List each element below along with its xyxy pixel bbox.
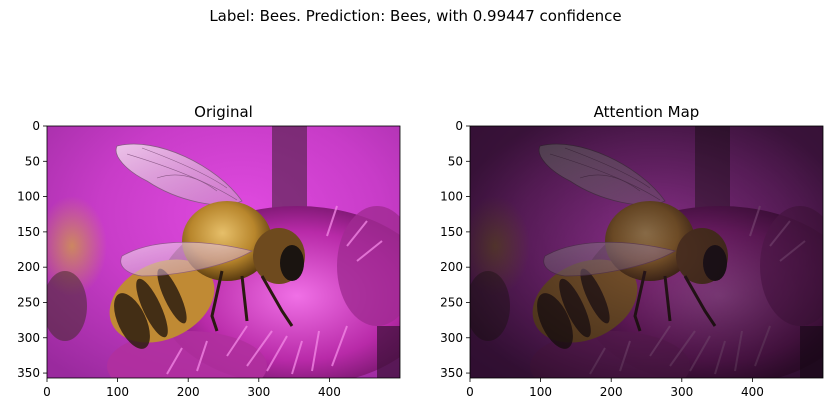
y-tick-label: 200 — [440, 260, 463, 274]
y-tick-label: 100 — [440, 190, 463, 204]
x-tick-label: 200 — [600, 385, 623, 399]
original-image — [47, 126, 400, 378]
x-tick-label: 0 — [466, 385, 474, 399]
x-tick-label: 100 — [106, 385, 129, 399]
x-tick-label: 100 — [529, 385, 552, 399]
y-tick-label: 50 — [25, 154, 40, 168]
panel-title-original: Original — [194, 103, 253, 121]
y-tick-label: 150 — [440, 225, 463, 239]
panel-title-attention: Attention Map — [593, 103, 700, 121]
x-tick-label: 300 — [247, 385, 270, 399]
original-axes-frame — [46, 125, 401, 379]
x-tick-label: 200 — [177, 385, 200, 399]
y-tick-label: 300 — [17, 331, 40, 345]
y-tick-label: 200 — [17, 260, 40, 274]
attention-axis-ticks: 0 100 200 300 400 0 50 100 150 200 250 300 350 — [440, 119, 764, 399]
figure-suptitle: Label: Bees. Prediction: Bees, with 0.99… — [209, 7, 622, 25]
y-tick-label: 150 — [17, 225, 40, 239]
x-tick-label: 300 — [670, 385, 693, 399]
y-tick-label: 0 — [32, 119, 40, 133]
x-tick-label: 0 — [43, 385, 51, 399]
x-tick-label: 400 — [318, 385, 341, 399]
y-tick-label: 350 — [440, 366, 463, 380]
x-tick-label: 400 — [741, 385, 764, 399]
attention-axes-frame — [469, 125, 824, 379]
y-tick-label: 100 — [17, 190, 40, 204]
y-tick-label: 50 — [448, 154, 463, 168]
attention-map-image — [470, 126, 823, 378]
y-tick-label: 300 — [440, 331, 463, 345]
y-tick-label: 0 — [455, 119, 463, 133]
y-tick-label: 350 — [17, 366, 40, 380]
y-tick-label: 250 — [17, 295, 40, 309]
original-axis-ticks: 0 100 200 300 400 0 50 100 150 200 250 300 350 — [17, 119, 341, 399]
y-tick-label: 250 — [440, 295, 463, 309]
